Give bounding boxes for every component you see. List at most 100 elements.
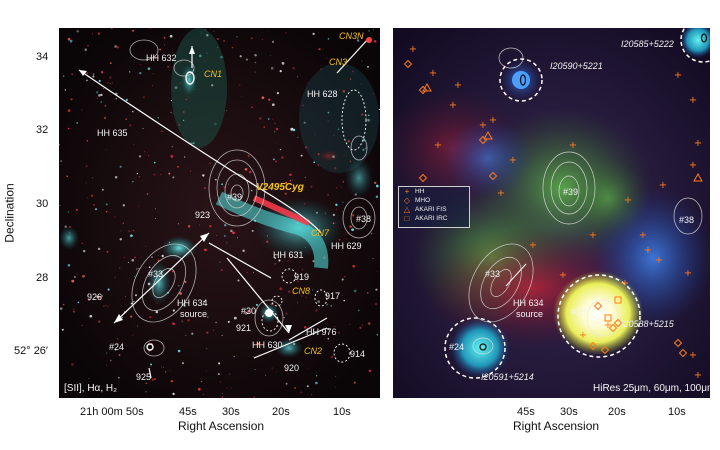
y-tick-label: 32 — [36, 124, 49, 136]
background-star — [376, 334, 379, 336]
background-star — [339, 89, 341, 91]
background-star — [142, 127, 144, 129]
hh-marker: + — [639, 230, 647, 241]
background-star — [310, 185, 313, 188]
label-923: 923 — [195, 210, 211, 220]
background-star — [221, 334, 223, 336]
hh-marker: + — [434, 140, 442, 151]
hh-marker: + — [454, 80, 462, 91]
background-star — [217, 373, 220, 376]
background-star — [254, 61, 257, 64]
background-star — [225, 110, 227, 112]
background-star — [361, 324, 364, 326]
background-star — [97, 247, 101, 251]
background-star — [375, 195, 379, 199]
background-star — [203, 186, 207, 190]
background-star — [124, 295, 127, 298]
background-star — [341, 294, 343, 296]
background-star — [338, 331, 340, 334]
label-cn3n: CN3N — [339, 31, 364, 41]
background-star — [303, 121, 306, 124]
background-star — [219, 261, 221, 263]
hh-marker: + — [604, 320, 612, 331]
background-star — [81, 242, 83, 244]
background-star — [130, 234, 133, 237]
right-panel-footer: HiRes 25μm, 60μm, 100μm — [593, 383, 710, 394]
background-star — [88, 298, 91, 302]
background-star — [177, 123, 181, 127]
background-star — [232, 231, 235, 235]
background-star — [274, 263, 276, 265]
background-star — [213, 329, 215, 331]
background-star — [274, 122, 276, 125]
background-star — [374, 125, 376, 127]
background-star — [107, 305, 109, 307]
background-star — [230, 387, 232, 389]
hh-marker: + — [674, 70, 682, 81]
hh-marker: + — [509, 155, 517, 166]
background-star — [215, 178, 217, 181]
left-x-tick-label: 21h 00m 50s — [80, 406, 144, 418]
background-star — [270, 66, 274, 70]
background-star — [258, 117, 262, 120]
legend-row-akari-irc: □ AKARI IRC — [399, 214, 469, 223]
background-star — [288, 290, 291, 293]
background-star — [313, 161, 316, 164]
background-star — [120, 230, 122, 232]
background-star — [84, 48, 87, 51]
background-star — [364, 147, 367, 149]
hh-marker: + — [621, 278, 629, 289]
hh-marker: + — [689, 160, 697, 171]
background-star — [87, 197, 89, 199]
background-star — [64, 395, 66, 397]
background-star — [221, 396, 224, 398]
background-star — [117, 376, 120, 379]
background-star — [211, 84, 214, 87]
background-star — [140, 256, 142, 258]
background-star — [282, 188, 285, 191]
background-star — [81, 324, 83, 326]
background-star — [164, 44, 165, 46]
background-star — [296, 302, 298, 304]
background-star — [164, 371, 167, 373]
background-star — [279, 69, 282, 73]
background-star — [315, 381, 318, 385]
legend-row-mho: ◇ MHO — [399, 196, 469, 205]
background-star — [307, 367, 309, 369]
background-star — [335, 375, 337, 377]
label-hh631: HH 631 — [273, 250, 304, 260]
background-star — [271, 367, 273, 369]
background-star — [67, 211, 70, 213]
background-star — [228, 183, 229, 185]
background-star — [114, 45, 117, 48]
background-star — [163, 367, 165, 369]
background-star — [138, 267, 140, 270]
background-star — [372, 257, 374, 259]
background-star — [67, 127, 70, 130]
right-x-tick-label: 30s — [560, 406, 578, 418]
background-star — [275, 127, 279, 131]
label-star30: #30 — [241, 306, 257, 316]
background-star — [253, 396, 256, 398]
background-star — [86, 140, 89, 142]
background-star — [330, 304, 333, 307]
left-x-tick-label: 10s — [333, 406, 351, 418]
background-star — [327, 57, 329, 59]
hh-marker: + — [529, 240, 537, 251]
background-star — [82, 274, 85, 278]
background-star — [374, 302, 378, 306]
background-star — [220, 381, 222, 383]
background-star — [327, 111, 330, 114]
background-star — [276, 143, 277, 144]
background-star — [201, 381, 203, 383]
background-star — [343, 154, 345, 157]
background-star — [291, 179, 293, 181]
hh-marker: + — [489, 115, 497, 126]
background-star — [287, 260, 289, 262]
background-star — [160, 173, 162, 175]
hh-marker: + — [624, 195, 632, 206]
background-star — [292, 67, 295, 70]
right-x-tick-label: 45s — [517, 406, 535, 418]
background-star — [192, 142, 195, 145]
background-star — [81, 109, 83, 111]
